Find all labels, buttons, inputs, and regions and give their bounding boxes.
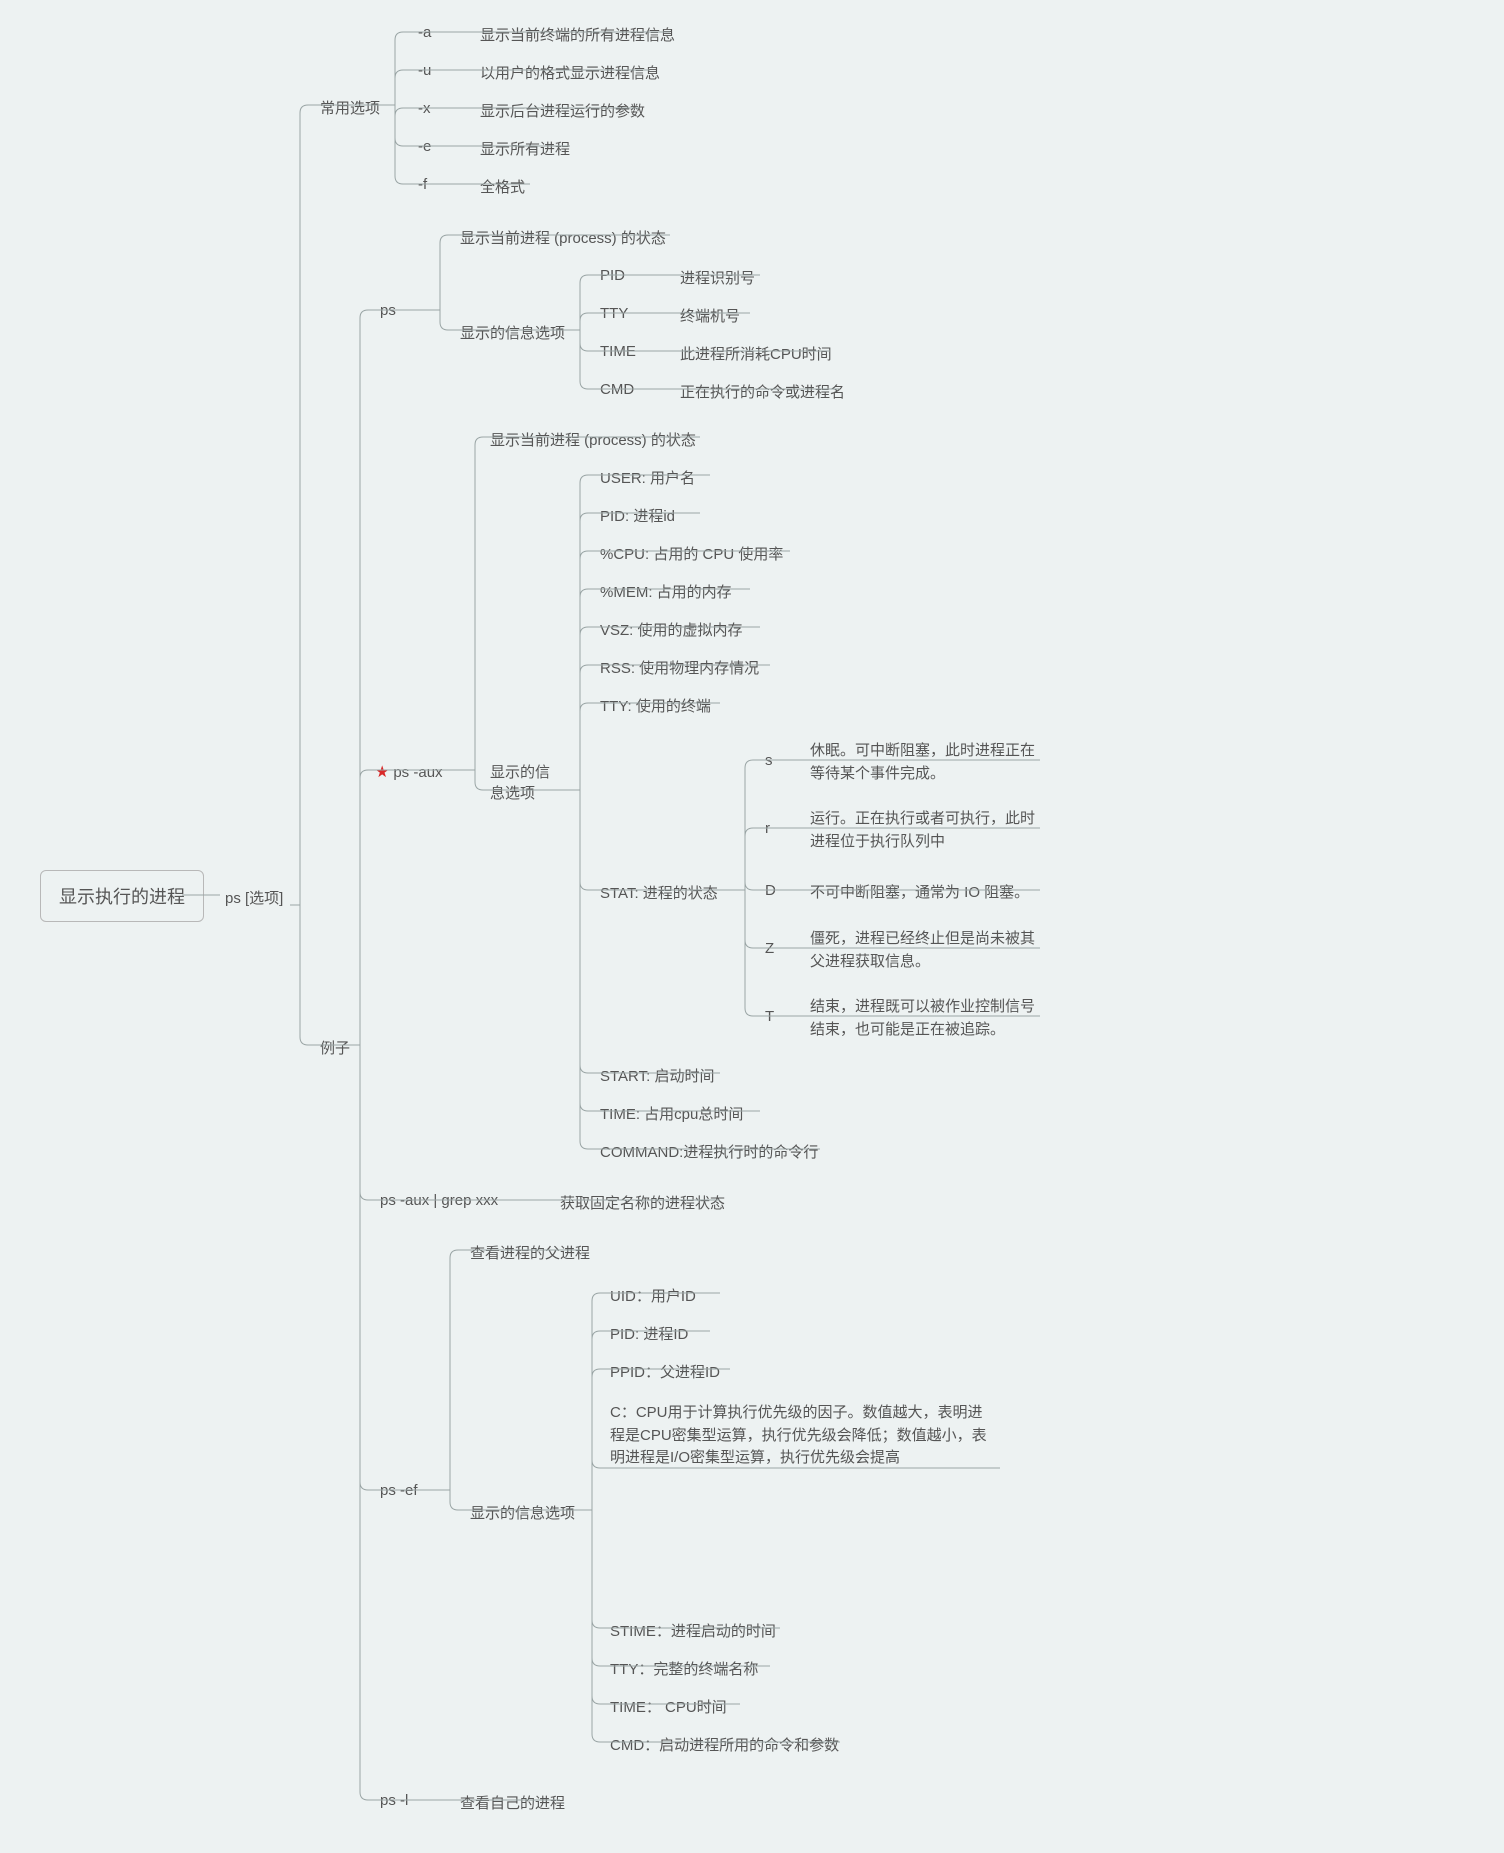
node-common-options: 常用选项 (320, 95, 380, 120)
ps-col-time-v: 此进程所消耗CPU时间 (680, 341, 832, 366)
stat-s-v: 休眠。可中断阻塞，此时进程正在等待某个事件完成。 (810, 738, 1040, 787)
stat-t-k: T (765, 1006, 774, 1027)
psef-ppid: PPID：父进程ID (610, 1359, 720, 1384)
node-psaux-desc: 显示当前进程 (process) 的状态 (490, 427, 696, 452)
ps-col-pid-k: PID (600, 265, 625, 286)
mindmap-canvas: 显示执行的进程 ps [选项] 常用选项 例子 -a 显示当前终端的所有进程信息… (0, 0, 1504, 1853)
node-psef-info: 显示的信息选项 (470, 1500, 575, 1525)
node-psef-desc: 查看进程的父进程 (470, 1240, 590, 1265)
psef-c: C：CPU用于计算执行优先级的因子。数值越大，表明进程是CPU密集型运算，执行优… (610, 1400, 990, 1472)
psaux-time: TIME: 占用cpu总时间 (600, 1101, 743, 1126)
psaux-mem: %MEM: 占用的内存 (600, 579, 732, 604)
opt-a-key: -a (418, 22, 431, 43)
ps-col-cmd-v: 正在执行的命令或进程名 (680, 379, 845, 404)
opt-f-val: 全格式 (480, 174, 525, 199)
node-ps-desc: 显示当前进程 (process) 的状态 (460, 225, 666, 250)
node-psl-desc: 查看自己的进程 (460, 1790, 565, 1815)
psef-time: TIME： CPU时间 (610, 1694, 727, 1719)
stat-t-v: 结束，进程既可以被作业控制信号结束，也可能是正在被追踪。 (810, 994, 1040, 1043)
psaux-vsz: VSZ: 使用的虚拟内存 (600, 617, 743, 642)
psaux-pid: PID: 进程id (600, 503, 675, 528)
psaux-rss: RSS: 使用物理内存情况 (600, 655, 759, 680)
root-node: 显示执行的进程 (40, 870, 204, 922)
psaux-user: USER: 用户名 (600, 465, 695, 490)
node-grep: ps -aux | grep xxx (380, 1190, 498, 1211)
ps-col-pid-v: 进程识别号 (680, 265, 755, 290)
node-psl: ps -l (380, 1790, 408, 1811)
node-ps-info: 显示的信息选项 (460, 320, 565, 345)
stat-s-k: s (765, 750, 773, 771)
node-psaux: ★ps -aux (375, 760, 443, 784)
psef-tty: TTY：完整的终端名称 (610, 1656, 758, 1681)
ps-col-tty-k: TTY (600, 303, 628, 324)
psef-cmd: CMD：启动进程所用的命令和参数 (610, 1732, 839, 1757)
node-grep-desc: 获取固定名称的进程状态 (560, 1190, 725, 1215)
psef-uid: UID：用户ID (610, 1283, 696, 1308)
psef-stime: STIME：进程启动的时间 (610, 1618, 776, 1643)
stat-d-k: D (765, 880, 776, 901)
stat-r-k: r (765, 818, 770, 839)
opt-x-val: 显示后台进程运行的参数 (480, 98, 645, 123)
node-examples: 例子 (320, 1035, 350, 1060)
node-ps: ps (380, 300, 396, 321)
opt-e-val: 显示所有进程 (480, 136, 570, 161)
opt-u-val: 以用户的格式显示进程信息 (480, 60, 660, 85)
node-psaux-info: 显示的信息选项 (490, 760, 560, 806)
opt-f-key: -f (418, 174, 427, 195)
node-ps-options: ps [选项] (225, 885, 283, 910)
psaux-tty: TTY: 使用的终端 (600, 693, 711, 718)
ps-col-tty-v: 终端机号 (680, 303, 740, 328)
psaux-command: COMMAND:进程执行时的命令行 (600, 1139, 818, 1164)
psef-pid: PID: 进程ID (610, 1321, 688, 1346)
star-icon: ★ (375, 764, 389, 781)
ps-col-time-k: TIME (600, 341, 636, 362)
psaux-cpu: %CPU: 占用的 CPU 使用率 (600, 541, 783, 566)
stat-r-v: 运行。正在执行或者可执行，此时进程位于执行队列中 (810, 806, 1040, 855)
psaux-stat: STAT: 进程的状态 (600, 880, 718, 905)
stat-d-v: 不可中断阻塞，通常为 IO 阻塞。 (810, 880, 1040, 907)
opt-u-key: -u (418, 60, 431, 81)
opt-e-key: -e (418, 136, 431, 157)
psaux-label: ps -aux (393, 764, 442, 781)
stat-z-k: Z (765, 938, 774, 959)
node-psef: ps -ef (380, 1480, 418, 1501)
stat-z-v: 僵死，进程已经终止但是尚未被其父进程获取信息。 (810, 926, 1040, 975)
psaux-start: START: 启动时间 (600, 1063, 714, 1088)
opt-a-val: 显示当前终端的所有进程信息 (480, 22, 675, 47)
opt-x-key: -x (418, 98, 431, 119)
ps-col-cmd-k: CMD (600, 379, 634, 400)
